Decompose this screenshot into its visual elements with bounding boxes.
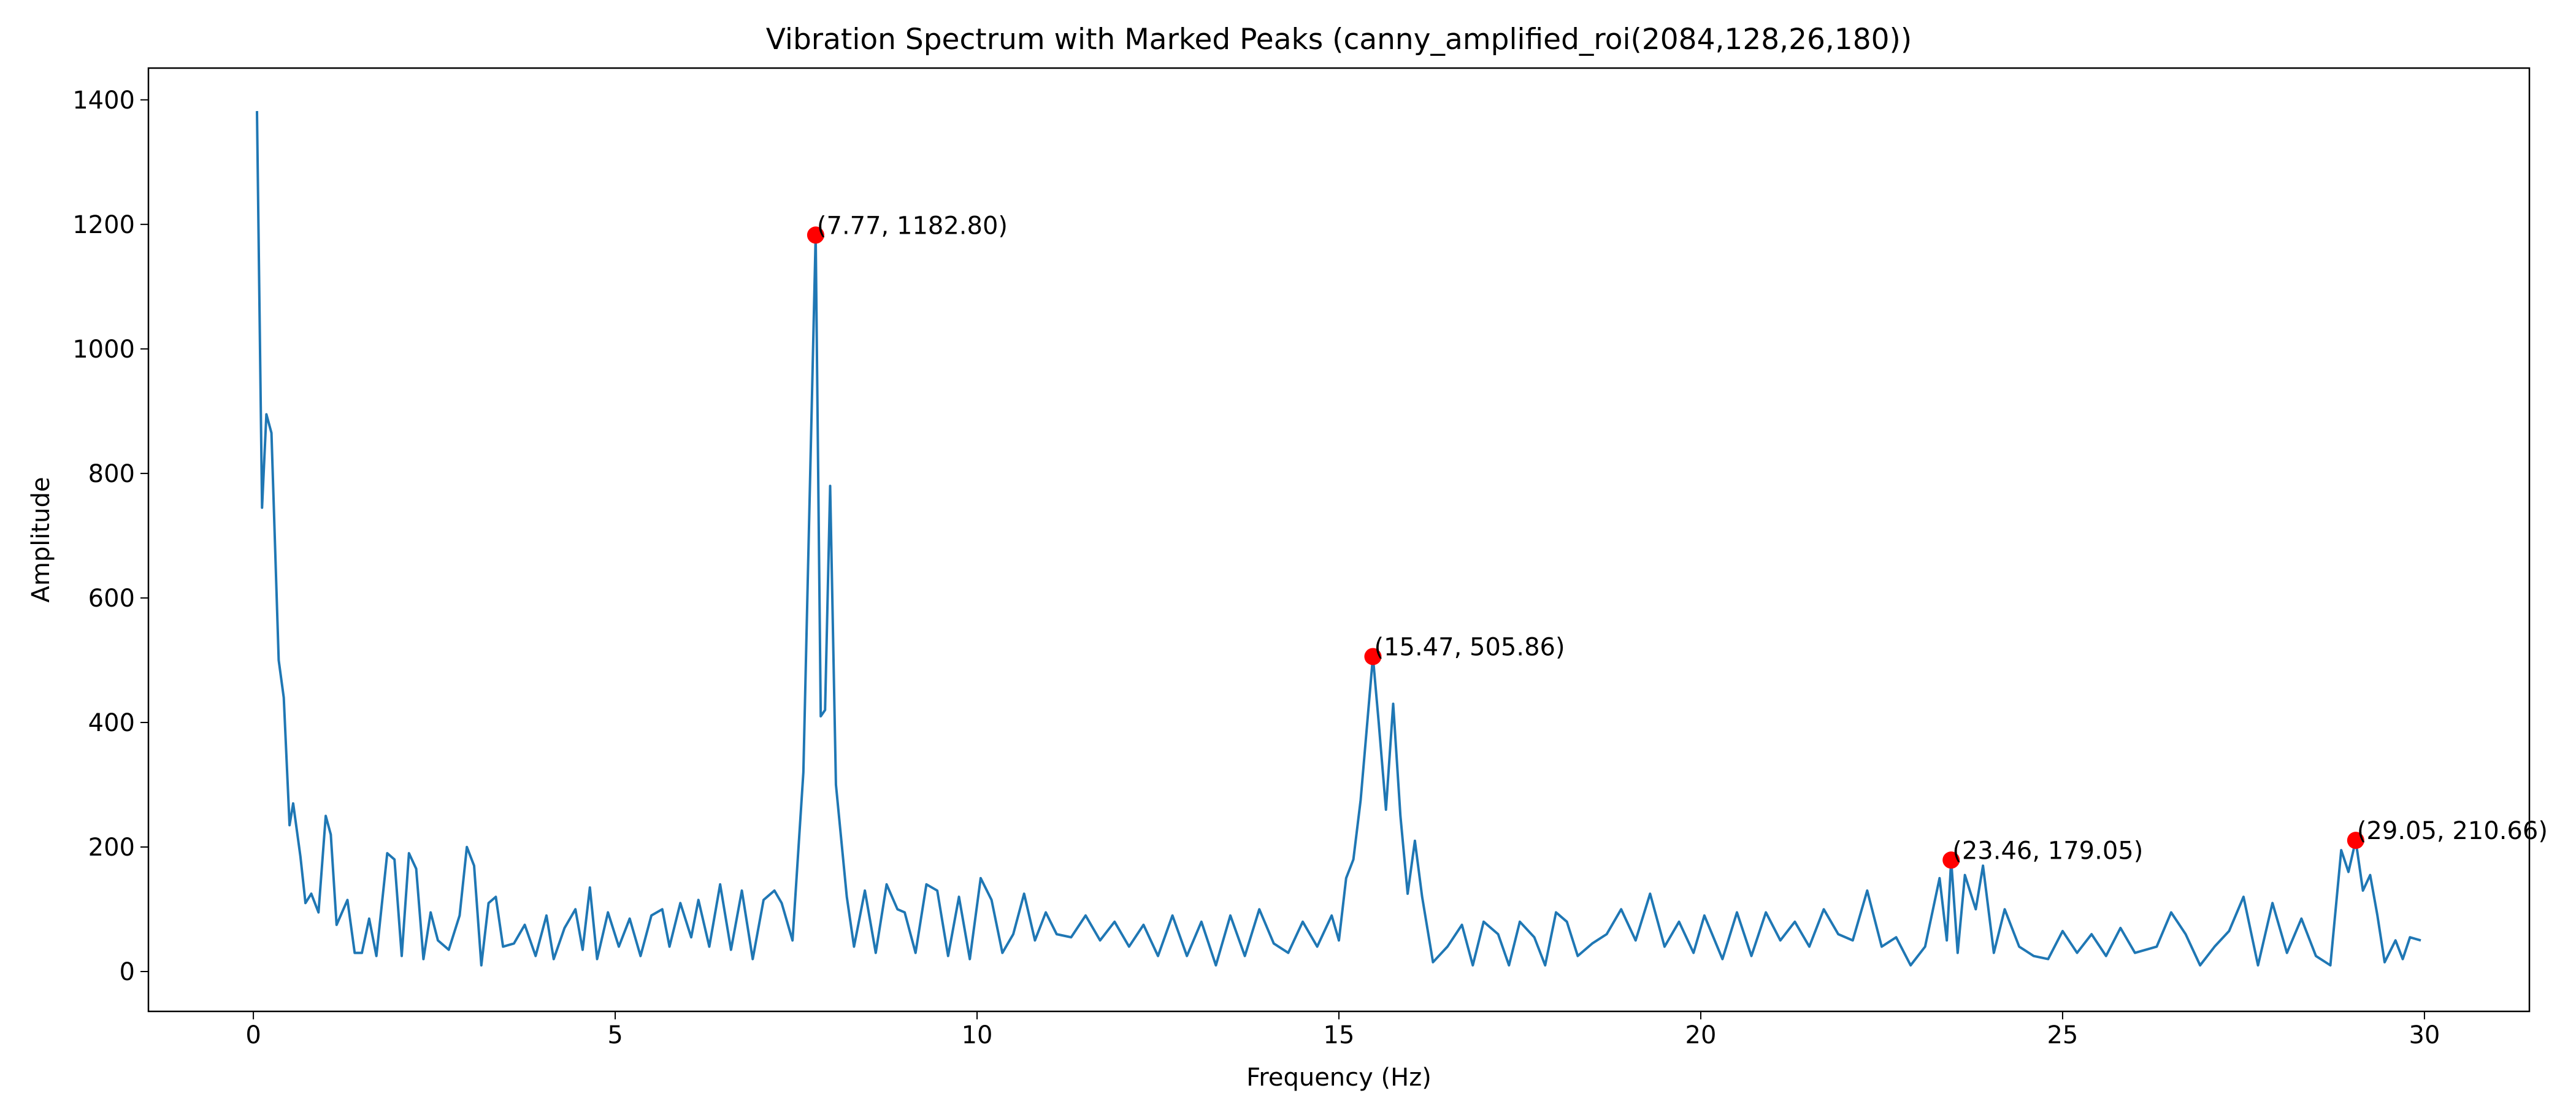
y-tick-label: 1200	[72, 211, 135, 239]
peak-marker	[2347, 832, 2364, 849]
peak-label: (15.47, 505.86)	[1374, 633, 1565, 661]
peak-marker	[1364, 648, 1382, 665]
plot-frame	[147, 67, 2531, 1013]
line-series	[255, 111, 2421, 967]
y-tick-label: 400	[88, 709, 135, 737]
y-axis-label: Amplitude	[27, 477, 55, 603]
y-tick-label: 800	[88, 460, 135, 488]
peak-label: (29.05, 210.66)	[2357, 817, 2548, 845]
peak-label: (23.46, 179.05)	[1952, 837, 2143, 865]
peak-label: (7.77, 1182.80)	[817, 212, 1008, 240]
x-tick-label: 5	[607, 1021, 623, 1049]
x-tick-label: 10	[962, 1021, 993, 1049]
y-tick-label: 1400	[72, 86, 135, 115]
peak-marker	[1942, 851, 1960, 869]
y-tick-label: 0	[120, 958, 135, 986]
x-tick-label: 30	[2409, 1021, 2440, 1049]
x-tick-label: 25	[2047, 1021, 2078, 1049]
x-axis-label: Frequency (Hz)	[1246, 1064, 1432, 1092]
x-tick-label: 15	[1324, 1021, 1355, 1049]
chart-title: Vibration Spectrum with Marked Peaks (ca…	[766, 23, 1912, 56]
peak-marker	[807, 226, 824, 244]
y-tick-label: 200	[88, 834, 135, 862]
x-tick-label: 0	[245, 1021, 261, 1049]
y-tick-label: 600	[88, 585, 135, 613]
x-tick-label: 20	[1685, 1021, 1717, 1049]
y-tick-label: 1000	[72, 335, 135, 364]
